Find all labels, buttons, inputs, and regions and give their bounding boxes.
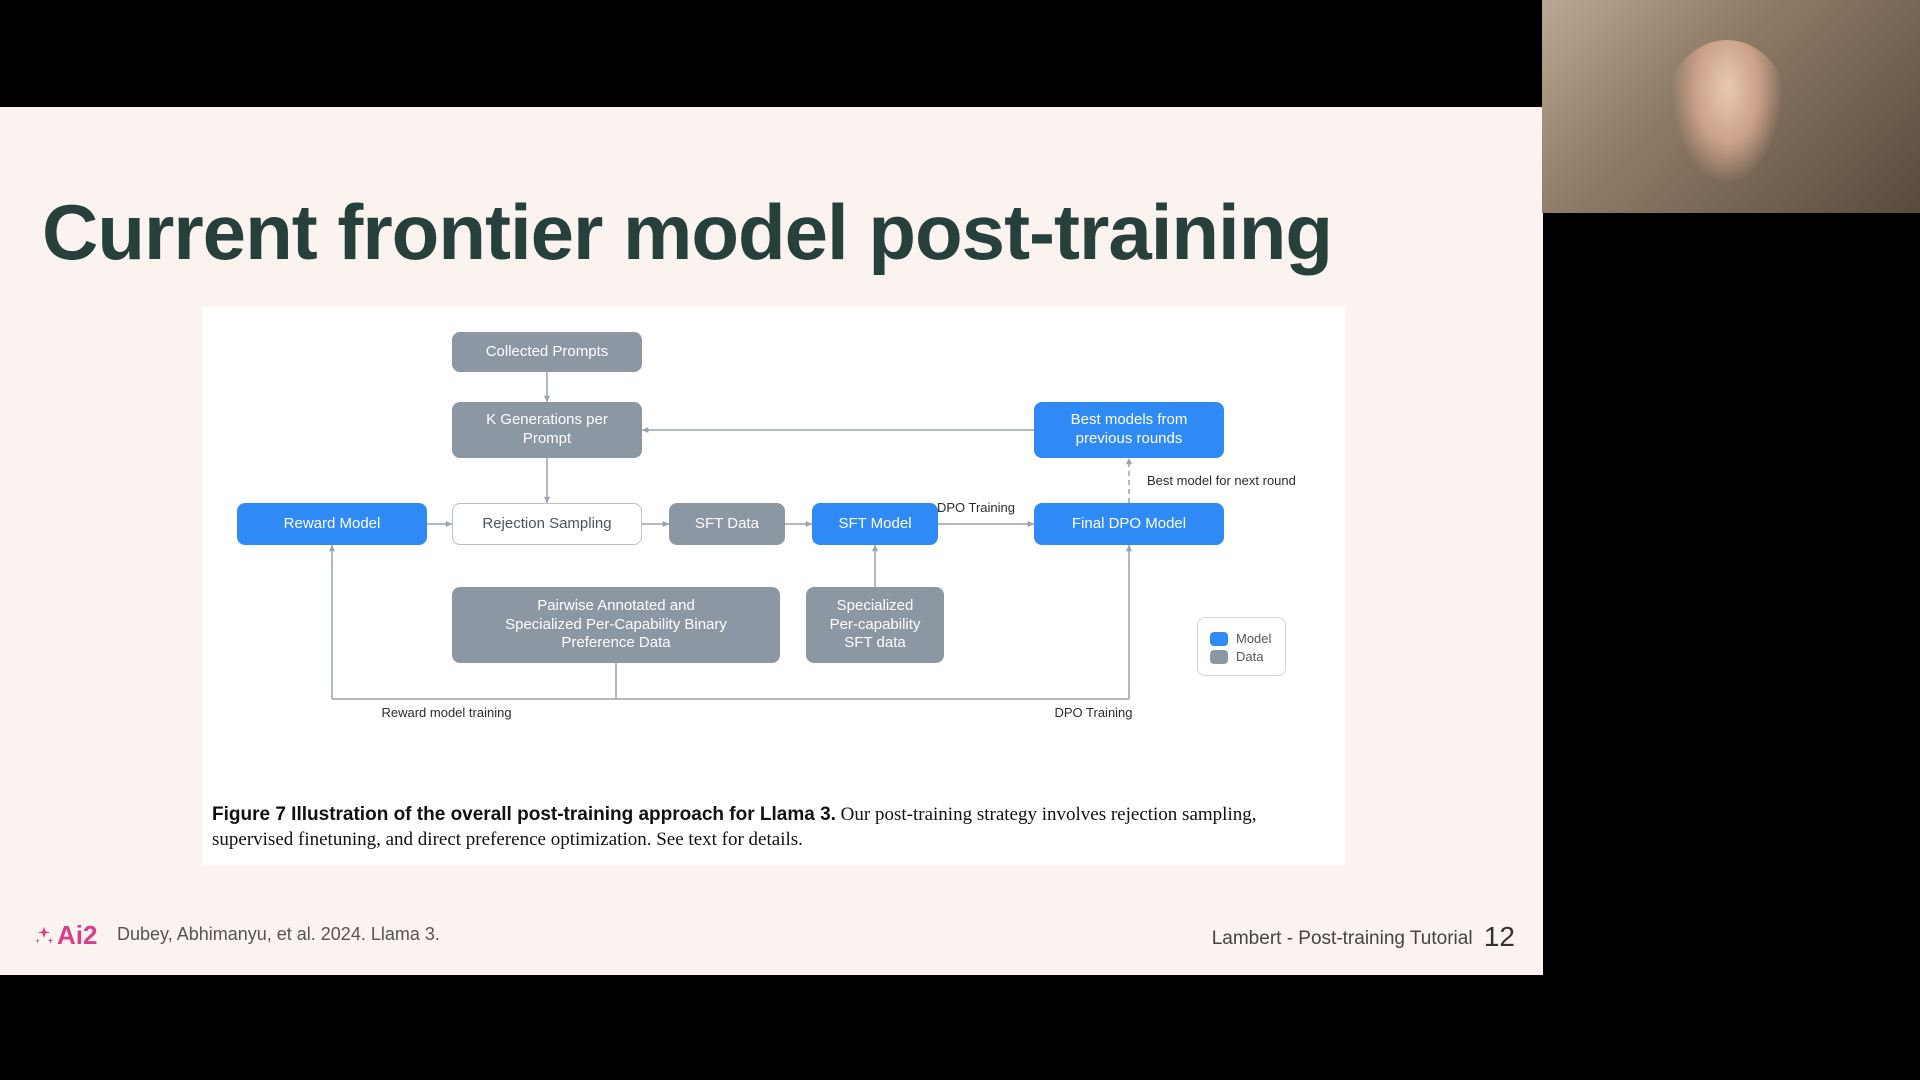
footer-right-text: Lambert - Post-training Tutorial xyxy=(1212,928,1473,949)
node-sft-data: SFT Data xyxy=(669,503,785,545)
node-rejection-sampling: Rejection Sampling xyxy=(452,503,642,545)
node-k-gen: K Generations perPrompt xyxy=(452,402,642,458)
slide-title: Current frontier model post-training xyxy=(42,187,1332,278)
legend-label-model: Model xyxy=(1236,631,1271,646)
presenter-webcam xyxy=(1542,0,1920,213)
legend-label-data: Data xyxy=(1236,649,1263,664)
figure: Model Data Figure 7 Illustration of the … xyxy=(202,307,1345,865)
page-number: 12 xyxy=(1484,921,1515,952)
logo-text: Ai2 xyxy=(57,920,97,951)
citation: Dubey, Abhimanyu, et al. 2024. Llama 3. xyxy=(117,924,440,945)
edges-svg xyxy=(202,307,1345,865)
node-pairwise: Pairwise Annotated andSpecialized Per-Ca… xyxy=(452,587,780,663)
node-final-dpo: Final DPO Model xyxy=(1034,503,1224,545)
legend-row-data: Data xyxy=(1210,649,1271,664)
legend: Model Data xyxy=(1197,617,1286,676)
legend-chip-data xyxy=(1210,650,1228,664)
legend-chip-model xyxy=(1210,632,1228,646)
node-best-models: Best models fromprevious rounds xyxy=(1034,402,1224,458)
slide: Current frontier model post-training Mod… xyxy=(0,107,1543,975)
legend-row-model: Model xyxy=(1210,631,1271,646)
ai2-logo: Ai2 xyxy=(33,920,97,951)
footer-right: Lambert - Post-training Tutorial 12 xyxy=(1212,921,1515,953)
node-specialized-sft: SpecializedPer-capabilitySFT data xyxy=(806,587,944,663)
edge-label: Best model for next round xyxy=(1147,473,1296,488)
node-reward-model: Reward Model xyxy=(237,503,427,545)
sparkle-icon xyxy=(33,925,55,947)
node-collected-prompts: Collected Prompts xyxy=(452,332,642,372)
edge-label: DPO Training xyxy=(937,500,1015,515)
figure-caption: Figure 7 Illustration of the overall pos… xyxy=(212,802,1327,853)
node-sft-model: SFT Model xyxy=(812,503,938,545)
caption-bold: Figure 7 Illustration of the overall pos… xyxy=(212,804,836,825)
bracket-label: DPO Training xyxy=(1054,705,1132,720)
bracket-label: Reward model training xyxy=(381,705,511,720)
